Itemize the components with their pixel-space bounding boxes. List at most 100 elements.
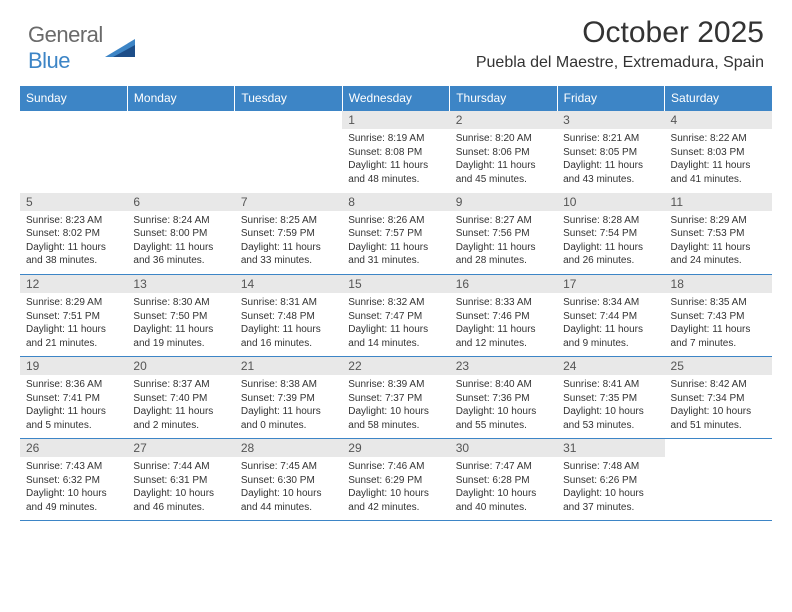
daylight-text: Daylight: 11 hours and 9 minutes. <box>563 323 658 350</box>
day-number: 11 <box>665 193 772 211</box>
daylight-text: Daylight: 11 hours and 12 minutes. <box>456 323 551 350</box>
sunset-text: Sunset: 7:50 PM <box>133 310 228 324</box>
day-number: 31 <box>557 439 664 457</box>
calendar-day-cell: 18Sunrise: 8:35 AMSunset: 7:43 PMDayligh… <box>665 275 772 357</box>
sunrise-text: Sunrise: 8:20 AM <box>456 132 551 146</box>
daylight-text: Daylight: 11 hours and 45 minutes. <box>456 159 551 186</box>
daylight-text: Daylight: 11 hours and 0 minutes. <box>241 405 336 432</box>
day-details: Sunrise: 8:36 AMSunset: 7:41 PMDaylight:… <box>20 375 127 436</box>
day-details: Sunrise: 7:43 AMSunset: 6:32 PMDaylight:… <box>20 457 127 518</box>
calendar-day-cell: 6Sunrise: 8:24 AMSunset: 8:00 PMDaylight… <box>127 193 234 275</box>
daylight-text: Daylight: 10 hours and 46 minutes. <box>133 487 228 514</box>
sunset-text: Sunset: 7:35 PM <box>563 392 658 406</box>
weekday-header: Monday <box>127 86 234 111</box>
daylight-text: Daylight: 11 hours and 2 minutes. <box>133 405 228 432</box>
calendar-day-cell: 21Sunrise: 8:38 AMSunset: 7:39 PMDayligh… <box>235 357 342 439</box>
calendar-day-cell: 8 Sunrise: 8:26 AMSunset: 7:57 PMDaylight… <box>342 193 449 275</box>
day-details: Sunrise: 8:27 AMSunset: 7:56 PMDaylight:… <box>450 211 557 272</box>
calendar-day-cell: 28Sunrise: 7:45 AMSunset: 6:30 PMDayligh… <box>235 439 342 521</box>
day-number: 30 <box>450 439 557 457</box>
sunset-text: Sunset: 7:48 PM <box>241 310 336 324</box>
sunset-text: Sunset: 7:46 PM <box>456 310 551 324</box>
sunrise-text: Sunrise: 8:41 AM <box>563 378 658 392</box>
day-number: 8 <box>342 193 449 211</box>
calendar-week-row: 12Sunrise: 8:29 AMSunset: 7:51 PMDayligh… <box>20 275 772 357</box>
calendar-day-cell <box>235 111 342 193</box>
day-details: Sunrise: 8:30 AMSunset: 7:50 PMDaylight:… <box>127 293 234 354</box>
sunset-text: Sunset: 7:51 PM <box>26 310 121 324</box>
day-details: Sunrise: 8:38 AMSunset: 7:39 PMDaylight:… <box>235 375 342 436</box>
day-number: 14 <box>235 275 342 293</box>
daylight-text: Daylight: 11 hours and 16 minutes. <box>241 323 336 350</box>
sunrise-text: Sunrise: 8:42 AM <box>671 378 766 392</box>
sunrise-text: Sunrise: 8:33 AM <box>456 296 551 310</box>
sunset-text: Sunset: 7:57 PM <box>348 227 443 241</box>
weekday-header: Wednesday <box>342 86 449 111</box>
sunrise-text: Sunrise: 8:26 AM <box>348 214 443 228</box>
day-number: 28 <box>235 439 342 457</box>
calendar-day-cell: 7Sunrise: 8:25 AMSunset: 7:59 PMDaylight… <box>235 193 342 275</box>
logo-word-1: General <box>28 22 103 47</box>
daylight-text: Daylight: 11 hours and 41 minutes. <box>671 159 766 186</box>
weekday-header: Friday <box>557 86 664 111</box>
day-number: 1 <box>342 111 449 129</box>
sunrise-text: Sunrise: 8:19 AM <box>348 132 443 146</box>
sunrise-text: Sunrise: 8:23 AM <box>26 214 121 228</box>
daylight-text: Daylight: 11 hours and 38 minutes. <box>26 241 121 268</box>
calendar-day-cell: 27Sunrise: 7:44 AMSunset: 6:31 PMDayligh… <box>127 439 234 521</box>
day-details: Sunrise: 8:23 AMSunset: 8:02 PMDaylight:… <box>20 211 127 272</box>
calendar-day-cell: 10Sunrise: 8:28 AMSunset: 7:54 PMDayligh… <box>557 193 664 275</box>
day-details: Sunrise: 7:44 AMSunset: 6:31 PMDaylight:… <box>127 457 234 518</box>
logo-triangle-icon <box>105 35 139 62</box>
sunset-text: Sunset: 8:00 PM <box>133 227 228 241</box>
daylight-text: Daylight: 11 hours and 31 minutes. <box>348 241 443 268</box>
sunrise-text: Sunrise: 8:24 AM <box>133 214 228 228</box>
day-number: 22 <box>342 357 449 375</box>
weekday-header: Saturday <box>665 86 772 111</box>
sunset-text: Sunset: 7:36 PM <box>456 392 551 406</box>
day-number: 15 <box>342 275 449 293</box>
day-details: Sunrise: 8:35 AMSunset: 7:43 PMDaylight:… <box>665 293 772 354</box>
sunrise-text: Sunrise: 8:36 AM <box>26 378 121 392</box>
day-details: Sunrise: 8:21 AMSunset: 8:05 PMDaylight:… <box>557 129 664 190</box>
day-details: Sunrise: 7:46 AMSunset: 6:29 PMDaylight:… <box>342 457 449 518</box>
day-details: Sunrise: 8:40 AMSunset: 7:36 PMDaylight:… <box>450 375 557 436</box>
sunset-text: Sunset: 7:56 PM <box>456 227 551 241</box>
sunset-text: Sunset: 7:41 PM <box>26 392 121 406</box>
sunrise-text: Sunrise: 7:44 AM <box>133 460 228 474</box>
logo-word-2: Blue <box>28 48 70 73</box>
calendar-day-cell: 4Sunrise: 8:22 AMSunset: 8:03 PMDaylight… <box>665 111 772 193</box>
sunrise-text: Sunrise: 8:29 AM <box>26 296 121 310</box>
day-number: 23 <box>450 357 557 375</box>
day-details: Sunrise: 8:37 AMSunset: 7:40 PMDaylight:… <box>127 375 234 436</box>
logo: General Blue <box>28 22 139 74</box>
day-number: 19 <box>20 357 127 375</box>
day-number: 25 <box>665 357 772 375</box>
calendar-day-cell: 16Sunrise: 8:33 AMSunset: 7:46 PMDayligh… <box>450 275 557 357</box>
sunrise-text: Sunrise: 8:35 AM <box>671 296 766 310</box>
sunset-text: Sunset: 8:02 PM <box>26 227 121 241</box>
day-details: Sunrise: 7:48 AMSunset: 6:26 PMDaylight:… <box>557 457 664 518</box>
calendar-day-cell <box>20 111 127 193</box>
sunrise-text: Sunrise: 8:21 AM <box>563 132 658 146</box>
daylight-text: Daylight: 11 hours and 5 minutes. <box>26 405 121 432</box>
sunrise-text: Sunrise: 8:32 AM <box>348 296 443 310</box>
calendar-day-cell: 14Sunrise: 8:31 AMSunset: 7:48 PMDayligh… <box>235 275 342 357</box>
weekday-header: Thursday <box>450 86 557 111</box>
sunset-text: Sunset: 6:28 PM <box>456 474 551 488</box>
sunrise-text: Sunrise: 8:34 AM <box>563 296 658 310</box>
daylight-text: Daylight: 11 hours and 48 minutes. <box>348 159 443 186</box>
sunset-text: Sunset: 6:32 PM <box>26 474 121 488</box>
daylight-text: Daylight: 11 hours and 24 minutes. <box>671 241 766 268</box>
day-details: Sunrise: 8:24 AMSunset: 8:00 PMDaylight:… <box>127 211 234 272</box>
calendar-table: Sunday Monday Tuesday Wednesday Thursday… <box>20 86 772 521</box>
day-number: 29 <box>342 439 449 457</box>
calendar-day-cell: 12Sunrise: 8:29 AMSunset: 7:51 PMDayligh… <box>20 275 127 357</box>
day-number: 9 <box>450 193 557 211</box>
sunset-text: Sunset: 7:37 PM <box>348 392 443 406</box>
daylight-text: Daylight: 11 hours and 21 minutes. <box>26 323 121 350</box>
daylight-text: Daylight: 11 hours and 26 minutes. <box>563 241 658 268</box>
sunset-text: Sunset: 6:29 PM <box>348 474 443 488</box>
daylight-text: Daylight: 11 hours and 19 minutes. <box>133 323 228 350</box>
weekday-header-row: Sunday Monday Tuesday Wednesday Thursday… <box>20 86 772 111</box>
